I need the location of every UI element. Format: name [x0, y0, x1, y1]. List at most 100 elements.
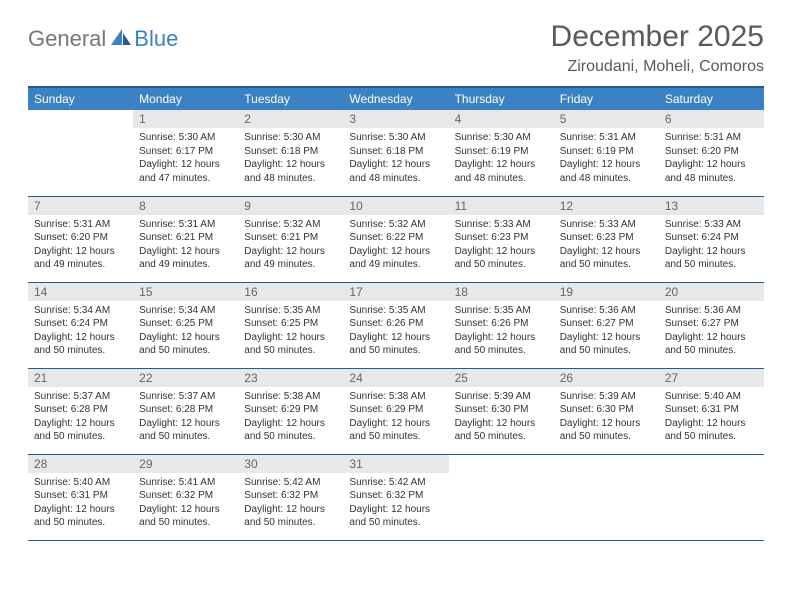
- calendar-cell: 3Sunrise: 5:30 AMSunset: 6:18 PMDaylight…: [343, 110, 448, 196]
- day-number: 31: [343, 455, 448, 473]
- calendar-cell: 9Sunrise: 5:32 AMSunset: 6:21 PMDaylight…: [238, 196, 343, 282]
- calendar-cell: 18Sunrise: 5:35 AMSunset: 6:26 PMDayligh…: [449, 282, 554, 368]
- calendar-cell: 8Sunrise: 5:31 AMSunset: 6:21 PMDaylight…: [133, 196, 238, 282]
- weekday-header: Saturday: [659, 87, 764, 110]
- day-number: 2: [238, 110, 343, 128]
- day-details: Sunrise: 5:35 AMSunset: 6:25 PMDaylight:…: [238, 301, 343, 362]
- weekday-header-row: SundayMondayTuesdayWednesdayThursdayFrid…: [28, 87, 764, 110]
- calendar-cell: 12Sunrise: 5:33 AMSunset: 6:23 PMDayligh…: [554, 196, 659, 282]
- day-details: Sunrise: 5:35 AMSunset: 6:26 PMDaylight:…: [343, 301, 448, 362]
- weekday-header: Thursday: [449, 87, 554, 110]
- calendar-cell: 1Sunrise: 5:30 AMSunset: 6:17 PMDaylight…: [133, 110, 238, 196]
- calendar-row: 7Sunrise: 5:31 AMSunset: 6:20 PMDaylight…: [28, 196, 764, 282]
- day-details: Sunrise: 5:42 AMSunset: 6:32 PMDaylight:…: [343, 473, 448, 534]
- day-number: 20: [659, 283, 764, 301]
- calendar-table: SundayMondayTuesdayWednesdayThursdayFrid…: [28, 86, 764, 541]
- day-details: Sunrise: 5:32 AMSunset: 6:21 PMDaylight:…: [238, 215, 343, 276]
- day-number: 8: [133, 197, 238, 215]
- month-title: December 2025: [551, 20, 764, 54]
- day-details: Sunrise: 5:42 AMSunset: 6:32 PMDaylight:…: [238, 473, 343, 534]
- calendar-cell: 21Sunrise: 5:37 AMSunset: 6:28 PMDayligh…: [28, 368, 133, 454]
- day-details: Sunrise: 5:37 AMSunset: 6:28 PMDaylight:…: [28, 387, 133, 448]
- day-number: 30: [238, 455, 343, 473]
- calendar-cell: 24Sunrise: 5:38 AMSunset: 6:29 PMDayligh…: [343, 368, 448, 454]
- calendar-cell: 10Sunrise: 5:32 AMSunset: 6:22 PMDayligh…: [343, 196, 448, 282]
- day-details: Sunrise: 5:30 AMSunset: 6:17 PMDaylight:…: [133, 128, 238, 189]
- day-details: Sunrise: 5:31 AMSunset: 6:20 PMDaylight:…: [659, 128, 764, 189]
- calendar-cell: 15Sunrise: 5:34 AMSunset: 6:25 PMDayligh…: [133, 282, 238, 368]
- calendar-row: 14Sunrise: 5:34 AMSunset: 6:24 PMDayligh…: [28, 282, 764, 368]
- day-number: 25: [449, 369, 554, 387]
- header: General Blue December 2025 Ziroudani, Mo…: [28, 20, 764, 76]
- day-details: Sunrise: 5:38 AMSunset: 6:29 PMDaylight:…: [343, 387, 448, 448]
- calendar-cell: 7Sunrise: 5:31 AMSunset: 6:20 PMDaylight…: [28, 196, 133, 282]
- day-number: 16: [238, 283, 343, 301]
- calendar-cell: 5Sunrise: 5:31 AMSunset: 6:19 PMDaylight…: [554, 110, 659, 196]
- day-number: 10: [343, 197, 448, 215]
- day-details: Sunrise: 5:37 AMSunset: 6:28 PMDaylight:…: [133, 387, 238, 448]
- day-number: 12: [554, 197, 659, 215]
- day-details: Sunrise: 5:34 AMSunset: 6:24 PMDaylight:…: [28, 301, 133, 362]
- calendar-cell: 29Sunrise: 5:41 AMSunset: 6:32 PMDayligh…: [133, 454, 238, 540]
- day-details: Sunrise: 5:32 AMSunset: 6:22 PMDaylight:…: [343, 215, 448, 276]
- day-number: 14: [28, 283, 133, 301]
- calendar-cell: 16Sunrise: 5:35 AMSunset: 6:25 PMDayligh…: [238, 282, 343, 368]
- day-number: 26: [554, 369, 659, 387]
- calendar-cell: 19Sunrise: 5:36 AMSunset: 6:27 PMDayligh…: [554, 282, 659, 368]
- calendar-cell: 27Sunrise: 5:40 AMSunset: 6:31 PMDayligh…: [659, 368, 764, 454]
- day-details: Sunrise: 5:33 AMSunset: 6:23 PMDaylight:…: [554, 215, 659, 276]
- calendar-row: 28Sunrise: 5:40 AMSunset: 6:31 PMDayligh…: [28, 454, 764, 540]
- calendar-cell: .: [449, 454, 554, 540]
- calendar-cell: .: [554, 454, 659, 540]
- calendar-row: 21Sunrise: 5:37 AMSunset: 6:28 PMDayligh…: [28, 368, 764, 454]
- calendar-cell: 2Sunrise: 5:30 AMSunset: 6:18 PMDaylight…: [238, 110, 343, 196]
- calendar-row: .1Sunrise: 5:30 AMSunset: 6:17 PMDayligh…: [28, 110, 764, 196]
- day-number: 6: [659, 110, 764, 128]
- day-details: Sunrise: 5:30 AMSunset: 6:18 PMDaylight:…: [343, 128, 448, 189]
- day-number: 13: [659, 197, 764, 215]
- day-number: 15: [133, 283, 238, 301]
- day-number: 23: [238, 369, 343, 387]
- day-number: 19: [554, 283, 659, 301]
- logo-text-blue: Blue: [134, 26, 178, 52]
- calendar-cell: 31Sunrise: 5:42 AMSunset: 6:32 PMDayligh…: [343, 454, 448, 540]
- day-details: Sunrise: 5:34 AMSunset: 6:25 PMDaylight:…: [133, 301, 238, 362]
- calendar-cell: 13Sunrise: 5:33 AMSunset: 6:24 PMDayligh…: [659, 196, 764, 282]
- title-block: December 2025 Ziroudani, Moheli, Comoros: [551, 20, 764, 76]
- logo-text-general: General: [28, 26, 106, 52]
- calendar-cell: 14Sunrise: 5:34 AMSunset: 6:24 PMDayligh…: [28, 282, 133, 368]
- calendar-page: General Blue December 2025 Ziroudani, Mo…: [0, 0, 792, 561]
- day-number: 27: [659, 369, 764, 387]
- weekday-header: Friday: [554, 87, 659, 110]
- calendar-cell: 4Sunrise: 5:30 AMSunset: 6:19 PMDaylight…: [449, 110, 554, 196]
- day-details: Sunrise: 5:31 AMSunset: 6:20 PMDaylight:…: [28, 215, 133, 276]
- calendar-cell: .: [28, 110, 133, 196]
- day-number: 1: [133, 110, 238, 128]
- day-number: 18: [449, 283, 554, 301]
- day-number: 29: [133, 455, 238, 473]
- calendar-cell: 25Sunrise: 5:39 AMSunset: 6:30 PMDayligh…: [449, 368, 554, 454]
- calendar-cell: 17Sunrise: 5:35 AMSunset: 6:26 PMDayligh…: [343, 282, 448, 368]
- day-number: 28: [28, 455, 133, 473]
- day-number: 9: [238, 197, 343, 215]
- location: Ziroudani, Moheli, Comoros: [551, 58, 764, 76]
- day-number: 4: [449, 110, 554, 128]
- day-details: Sunrise: 5:31 AMSunset: 6:21 PMDaylight:…: [133, 215, 238, 276]
- day-number: 3: [343, 110, 448, 128]
- logo: General Blue: [28, 26, 178, 52]
- day-number: 22: [133, 369, 238, 387]
- day-details: Sunrise: 5:31 AMSunset: 6:19 PMDaylight:…: [554, 128, 659, 189]
- day-details: Sunrise: 5:40 AMSunset: 6:31 PMDaylight:…: [28, 473, 133, 534]
- calendar-cell: 26Sunrise: 5:39 AMSunset: 6:30 PMDayligh…: [554, 368, 659, 454]
- calendar-cell: 11Sunrise: 5:33 AMSunset: 6:23 PMDayligh…: [449, 196, 554, 282]
- day-number: 11: [449, 197, 554, 215]
- weekday-header: Monday: [133, 87, 238, 110]
- weekday-header: Sunday: [28, 87, 133, 110]
- day-number: 21: [28, 369, 133, 387]
- day-number: 7: [28, 197, 133, 215]
- day-details: Sunrise: 5:35 AMSunset: 6:26 PMDaylight:…: [449, 301, 554, 362]
- day-details: Sunrise: 5:36 AMSunset: 6:27 PMDaylight:…: [554, 301, 659, 362]
- day-number: 24: [343, 369, 448, 387]
- day-details: Sunrise: 5:36 AMSunset: 6:27 PMDaylight:…: [659, 301, 764, 362]
- calendar-cell: 28Sunrise: 5:40 AMSunset: 6:31 PMDayligh…: [28, 454, 133, 540]
